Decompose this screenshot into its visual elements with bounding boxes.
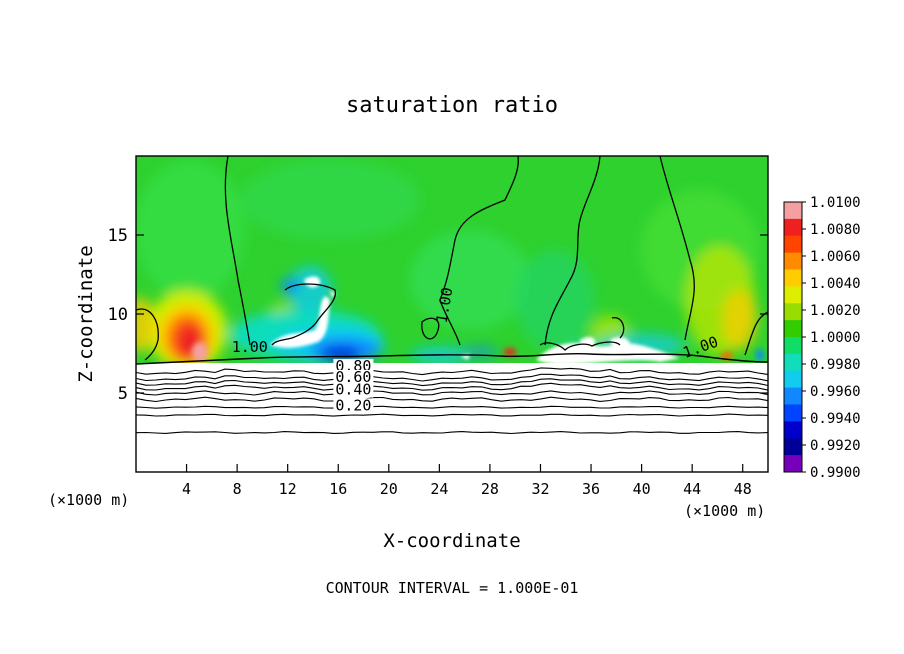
saturation-contour <box>136 373 768 382</box>
colorbar-swatch <box>784 337 802 355</box>
x-axis: 4 8 12 16 20 24 28 32 36 40 44 48 <box>182 464 752 498</box>
x-tick-label: 48 <box>734 480 752 498</box>
colorbar-label: 1.0040 <box>810 276 861 292</box>
colorbar: 1.0100 1.0080 1.0060 1.0040 1.0020 1.0000 0.99… <box>783 195 861 481</box>
colorbar-swatch <box>784 455 802 473</box>
contour-labels: 1.001.001.000.800.600.400.20 <box>232 286 721 414</box>
colorbar-swatch <box>784 252 802 271</box>
colorbar-label: 1.0100 <box>810 195 861 211</box>
y-axis-label: Z-coordinate <box>75 245 97 382</box>
saturation-contour <box>136 378 768 387</box>
x-axis-label: X-coordinate <box>383 530 520 552</box>
x-tick-label: 8 <box>233 480 242 498</box>
contour-label-bg <box>333 369 374 385</box>
colorbar-label: 0.9940 <box>810 411 861 427</box>
colorbar-swatch <box>784 353 802 372</box>
colorbar-swatch <box>784 387 802 406</box>
saturation-contour <box>136 431 768 435</box>
x-tick-label: 32 <box>531 480 549 498</box>
heatmap-field: 1.001.001.000.800.600.400.20 <box>136 156 768 472</box>
colorbar-swatch <box>784 404 802 422</box>
colorbar-swatch <box>784 421 802 439</box>
colorbar-label: 1.0020 <box>810 303 861 319</box>
colorbar-swatch <box>784 269 802 287</box>
x-tick-label: 4 <box>182 480 191 498</box>
colorbar-label: 0.9920 <box>810 438 861 454</box>
x-tick-label: 44 <box>683 480 701 498</box>
colorbar-swatch <box>784 320 802 338</box>
colorbar-swatch <box>784 370 802 389</box>
colorbar-label: 0.9980 <box>810 357 861 373</box>
colorbar-label: 1.0080 <box>810 222 861 238</box>
x-tick-label: 40 <box>633 480 651 498</box>
saturation-contour <box>136 382 768 391</box>
contour-label: 0.20 <box>335 396 371 414</box>
x-tick-label: 28 <box>481 480 499 498</box>
saturation-contours <box>136 367 768 435</box>
contour-label: 1.00 <box>433 286 457 325</box>
colorbar-swatch <box>784 235 802 254</box>
y-tick-label: 15 <box>108 226 128 246</box>
x-unit-left: (×1000 m) <box>48 491 129 509</box>
colorbar-label: 1.0000 <box>810 330 861 346</box>
x-tick-label: 24 <box>430 480 448 498</box>
contour-label-bg <box>333 398 374 414</box>
contour-label-bg <box>333 382 374 398</box>
saturation-contour <box>136 396 768 403</box>
x-tick-label: 16 <box>329 480 347 498</box>
x-unit-right: (×1000 m) <box>684 502 765 520</box>
contour-interval-note: CONTOUR INTERVAL = 1.000E-01 <box>326 579 579 597</box>
y-tick-label: 10 <box>108 305 128 325</box>
colorbar-label: 0.9960 <box>810 384 861 400</box>
y-axis: 5 10 15 <box>108 226 768 404</box>
colorbar-swatch <box>784 286 802 304</box>
x-tick-label: 20 <box>380 480 398 498</box>
colorbar-swatch <box>784 303 802 321</box>
colorbar-swatch <box>784 438 802 456</box>
saturation-contour <box>136 390 768 396</box>
contour-label: 1.00 <box>232 338 268 356</box>
x-tick-label: 36 <box>582 480 600 498</box>
colorbar-label: 1.0060 <box>810 249 861 265</box>
x-tick-label: 12 <box>279 480 297 498</box>
saturation-contour <box>136 413 768 417</box>
colorbar-swatch <box>784 202 802 220</box>
boundary-contour <box>136 352 768 365</box>
contour-label: 0.60 <box>335 368 371 386</box>
colorbar-swatch <box>784 218 802 237</box>
chart-title: saturation ratio <box>346 93 558 118</box>
saturation-contour <box>136 405 768 409</box>
saturation-contour <box>136 367 768 376</box>
colorbar-label: 0.9900 <box>810 465 861 481</box>
contour-label: 0.40 <box>335 381 371 399</box>
y-tick-label: 5 <box>118 384 128 404</box>
